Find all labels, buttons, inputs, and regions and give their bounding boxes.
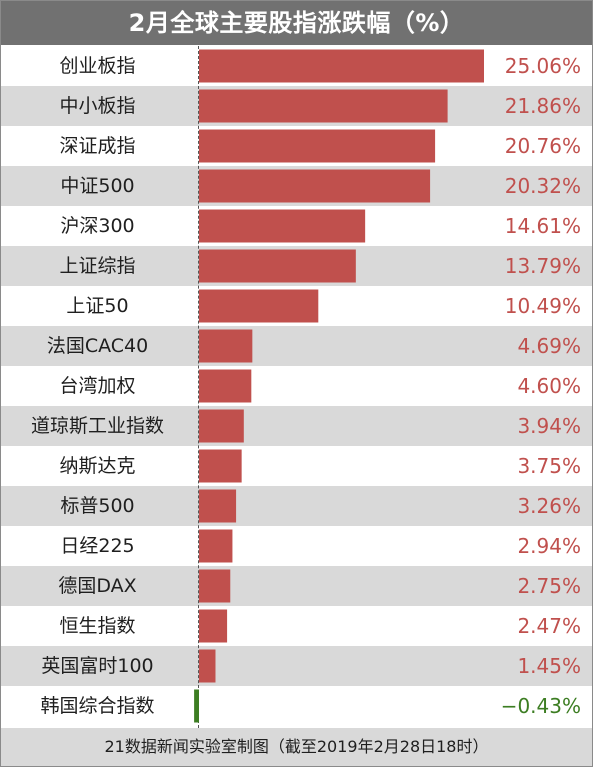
category-label: 法国CAC40 (46, 335, 149, 357)
category-label: 日经225 (60, 535, 135, 557)
value-label: 4.69% (517, 334, 581, 358)
value-label: 20.76% (505, 134, 581, 158)
chart-row: 深证成指 (1, 126, 592, 166)
category-label: 道琼斯工业指数 (30, 415, 164, 437)
chart-row: 日经225 (1, 526, 592, 566)
value-label: 3.75% (517, 454, 581, 478)
category-label: 上证50 (66, 295, 129, 317)
bar (194, 689, 199, 723)
bar (199, 489, 237, 523)
category-label: 创业板指 (59, 55, 136, 77)
bar (199, 409, 244, 443)
value-label: 21.86% (505, 94, 581, 118)
chart-row: 上证50 (1, 286, 592, 326)
category-label: 英国富时100 (41, 655, 154, 677)
chart-row: 创业板指 (1, 46, 592, 86)
bar (199, 369, 252, 403)
value-label: 3.94% (517, 414, 581, 438)
value-label: −0.43% (501, 694, 581, 718)
category-label: 纳斯达克 (59, 455, 136, 477)
chart-row: 道琼斯工业指数 (1, 406, 592, 446)
bar (199, 649, 216, 683)
value-label: 2.94% (517, 534, 581, 558)
category-label: 沪深300 (60, 215, 135, 237)
bar (199, 609, 228, 643)
value-label: 13.79% (505, 254, 581, 278)
category-label: 中证500 (60, 175, 135, 197)
value-label: 14.61% (505, 214, 581, 238)
bar (199, 209, 366, 243)
category-label: 韩国综合指数 (40, 695, 155, 717)
bar (199, 529, 233, 563)
value-label: 2.47% (517, 614, 581, 638)
chart-row: 标普500 (1, 486, 592, 526)
bar (199, 449, 242, 483)
bar (199, 289, 319, 323)
chart-row: 法国CAC40 (1, 326, 592, 366)
chart-title: 2月全球主要股指涨跌幅（%） (1, 1, 592, 45)
chart-row: 恒生指数 (1, 606, 592, 646)
bar (199, 329, 253, 363)
chart-footer: 21数据新闻实验室制图（截至2019年2月28日18时） (1, 728, 592, 766)
bar (199, 129, 436, 163)
category-label: 深证成指 (59, 135, 136, 157)
bar (199, 49, 484, 83)
category-label: 上证综指 (59, 255, 136, 277)
category-label: 台湾加权 (59, 375, 136, 397)
value-label: 10.49% (505, 294, 581, 318)
category-label: 中小板指 (59, 95, 136, 117)
category-label: 德国DAX (58, 575, 137, 597)
chart-row: 德国DAX (1, 566, 592, 606)
value-label: 20.32% (505, 174, 581, 198)
zero-axis-line (198, 46, 199, 728)
value-label: 25.06% (505, 54, 581, 78)
bar (199, 169, 431, 203)
bar (199, 249, 356, 283)
chart-row: 沪深300 (1, 206, 592, 246)
value-label: 1.45% (517, 654, 581, 678)
bar (199, 89, 448, 123)
chart-row: 英国富时100 (1, 646, 592, 686)
bar (199, 569, 231, 603)
chart-row: 台湾加权 (1, 366, 592, 406)
category-label: 恒生指数 (59, 615, 136, 637)
category-label: 标普500 (60, 495, 135, 517)
chart-row: 纳斯达克 (1, 446, 592, 486)
value-label: 3.26% (517, 494, 581, 518)
value-label: 2.75% (517, 574, 581, 598)
value-label: 4.60% (517, 374, 581, 398)
chart-row: 韩国综合指数 (1, 686, 592, 726)
